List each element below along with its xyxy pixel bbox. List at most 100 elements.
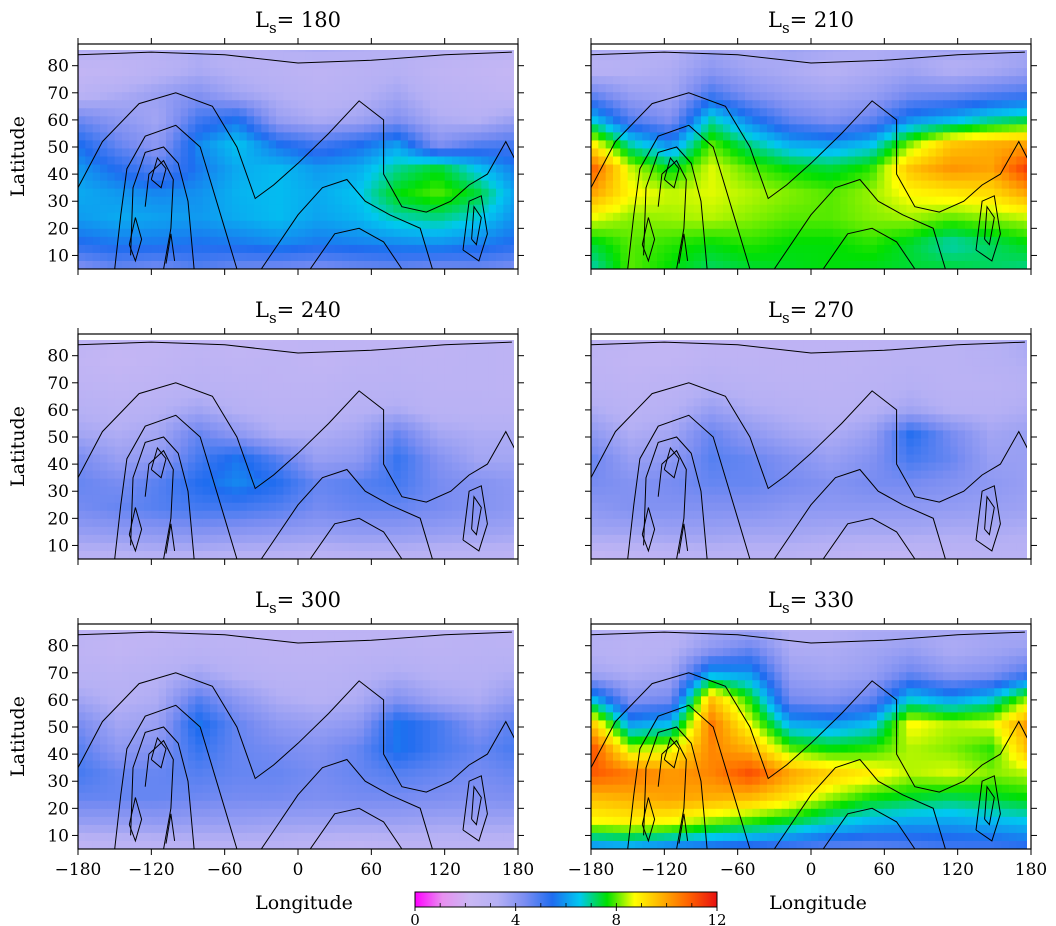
heatmap-cell <box>261 244 270 254</box>
heatmap-cell <box>312 212 321 222</box>
heatmap-cell <box>987 84 995 93</box>
heatmap-cell <box>290 462 299 472</box>
heatmap-cell <box>649 108 658 117</box>
heatmap-cell <box>261 350 270 359</box>
heatmap-cell <box>158 430 167 440</box>
heatmap-cell <box>232 172 240 182</box>
heatmap-cell <box>679 52 687 61</box>
heatmap-cell <box>254 534 262 544</box>
heatmap-cell <box>349 518 358 528</box>
heatmap-cell <box>195 116 204 125</box>
heatmap-cell <box>430 172 438 182</box>
heatmap-cell <box>378 60 387 69</box>
heatmap-cell <box>474 494 482 504</box>
heatmap-cell <box>972 50 981 53</box>
heatmap-cell <box>730 220 739 230</box>
heatmap-cell <box>188 430 196 440</box>
heatmap-cell <box>415 188 424 198</box>
heatmap-cell <box>400 438 409 448</box>
heatmap-cell <box>166 212 174 222</box>
heatmap-cell <box>723 148 731 158</box>
heatmap-cell <box>759 260 768 269</box>
heatmap-cell <box>188 132 196 142</box>
heatmap-cell <box>342 84 350 93</box>
heatmap-cell <box>415 502 424 512</box>
heatmap-cell <box>217 422 226 432</box>
heatmap-cell <box>202 60 211 69</box>
heatmap-cell <box>400 244 409 254</box>
heatmap-cell <box>364 156 372 166</box>
heatmap-cell <box>254 382 262 391</box>
contour-line <box>150 156 167 189</box>
heatmap-cell <box>774 68 783 77</box>
heatmap-cell <box>342 510 350 520</box>
heatmap-cell <box>1001 60 1010 69</box>
heatmap-cell <box>1023 84 1027 93</box>
heatmap-cell <box>1009 50 1017 53</box>
heatmap-cell <box>122 494 130 504</box>
heatmap-cell <box>1023 60 1027 69</box>
heatmap-cell <box>254 52 262 61</box>
heatmap-cell <box>114 108 123 117</box>
heatmap-cell <box>78 478 86 488</box>
heatmap-cell <box>158 52 167 61</box>
heatmap-cell <box>437 220 446 230</box>
heatmap-cell <box>415 50 424 53</box>
heatmap-cell <box>312 470 321 480</box>
heatmap-cell <box>488 148 497 158</box>
heatmap-cell <box>320 156 328 166</box>
heatmap-cell <box>452 350 460 359</box>
heatmap-cell <box>114 340 123 343</box>
heatmap-cell <box>840 244 849 254</box>
heatmap-cell <box>862 172 871 182</box>
heatmap-cell <box>217 220 226 230</box>
heatmap-cell <box>195 188 204 198</box>
heatmap-cell <box>122 374 130 383</box>
heatmap-cell <box>312 374 321 383</box>
heatmap-cell <box>100 260 108 269</box>
heatmap-cell <box>283 84 292 93</box>
heatmap-cell <box>437 188 446 198</box>
heatmap-cell <box>320 180 328 190</box>
heatmap-cell <box>474 220 482 230</box>
heatmap-cell <box>166 494 174 504</box>
heatmap-cell <box>737 204 746 214</box>
heatmap-cell <box>342 68 350 77</box>
heatmap-cell <box>210 390 218 399</box>
heatmap-cell <box>459 350 468 359</box>
heatmap-cell <box>107 342 116 351</box>
heatmap-cell <box>217 398 226 407</box>
heatmap-cell <box>598 156 607 166</box>
heatmap-cell <box>327 486 336 496</box>
heatmap-cell <box>877 124 885 133</box>
heatmap-cell <box>202 92 211 101</box>
heatmap-cell <box>180 470 189 480</box>
heatmap-cell <box>151 430 160 440</box>
heatmap-cell <box>825 92 834 101</box>
heatmap-cell <box>173 438 182 448</box>
heatmap-cell <box>789 172 797 182</box>
heatmap-cell <box>649 132 658 142</box>
heatmap-cell <box>393 470 402 480</box>
heatmap-cell <box>452 518 460 528</box>
heatmap-cell <box>217 358 226 367</box>
heatmap-cell <box>1016 60 1025 69</box>
heatmap-cell <box>173 220 182 230</box>
heatmap-cell <box>591 68 599 77</box>
heatmap-cell <box>474 52 482 61</box>
heatmap-cell <box>818 140 827 150</box>
heatmap-cell <box>334 180 343 190</box>
heatmap-cell <box>378 398 387 407</box>
heatmap-cell <box>627 84 636 93</box>
heatmap-cell <box>444 390 453 399</box>
heatmap-cell <box>452 124 460 133</box>
heatmap-cell <box>510 116 514 125</box>
heatmap-cell <box>693 140 702 150</box>
heatmap-cell <box>364 244 372 254</box>
heatmap-cell <box>92 430 101 440</box>
heatmap-cell <box>437 212 446 222</box>
heatmap-cell <box>437 398 446 407</box>
heatmap-cell <box>107 414 116 423</box>
heatmap-cell <box>825 84 834 93</box>
heatmap-cell <box>298 340 306 343</box>
